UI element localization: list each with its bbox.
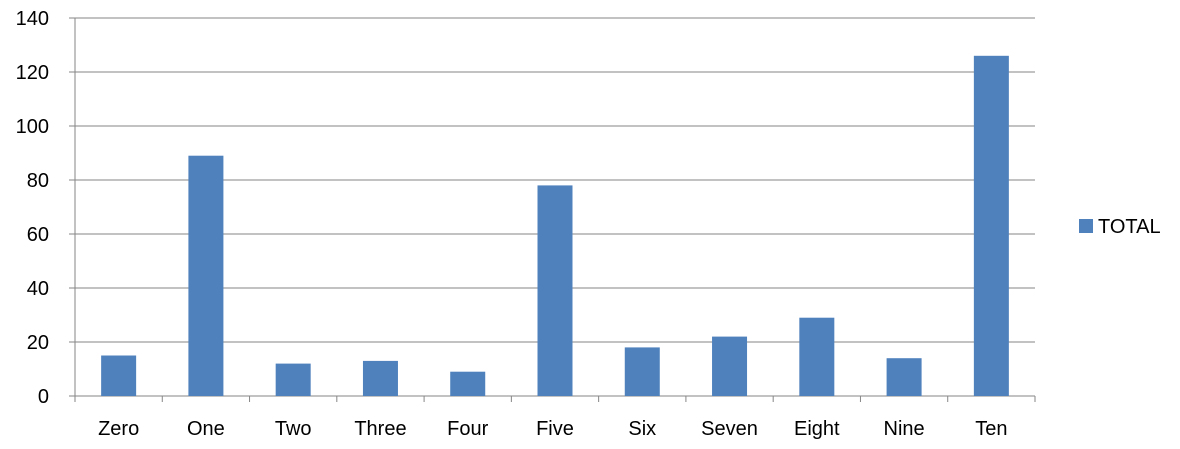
y-tick-labels: 0 20 40 60 80 100 120 140 — [16, 8, 49, 408]
x-tick-label: One — [187, 418, 225, 440]
bar-five — [537, 185, 573, 396]
bars — [101, 55, 1009, 397]
y-tick-label: 100 — [16, 116, 49, 138]
x-tick-label: Nine — [884, 418, 925, 440]
bar-nine — [886, 358, 922, 396]
bar-four — [450, 371, 486, 396]
x-tick-label: Zero — [98, 418, 139, 440]
x-tick-label: Four — [447, 418, 488, 440]
y-tick-label: 120 — [16, 62, 49, 84]
bar-one — [188, 155, 224, 396]
bar-zero — [101, 355, 137, 396]
bar-six — [624, 347, 660, 396]
x-tick-label: Two — [275, 418, 312, 440]
y-tick-label: 60 — [27, 224, 49, 246]
x-tick-label: Six — [628, 418, 656, 440]
bar-ten — [973, 55, 1009, 397]
bar-seven — [712, 336, 748, 396]
x-tick-labels: Zero One Two Three Four Five Six Seven Eight Nine… — [98, 418, 1007, 440]
legend-label-total: TOTAL — [1098, 216, 1161, 238]
legend-swatch-total — [1079, 219, 1093, 233]
x-tick-label: Seven — [701, 418, 758, 440]
legend: TOTAL — [1079, 216, 1161, 238]
x-tick-label: Ten — [975, 418, 1007, 440]
bar-two — [275, 363, 311, 396]
y-tick-label: 0 — [38, 386, 49, 408]
y-tick-label: 20 — [27, 332, 49, 354]
bar-three — [362, 360, 398, 396]
x-tick-label: Five — [536, 418, 574, 440]
bar-eight — [799, 317, 835, 396]
y-tick-label: 40 — [27, 278, 49, 300]
x-tick-label: Three — [354, 418, 406, 440]
y-tick-label: 140 — [16, 8, 49, 30]
x-tick-label: Eight — [794, 418, 840, 440]
y-tick-label: 80 — [27, 170, 49, 192]
